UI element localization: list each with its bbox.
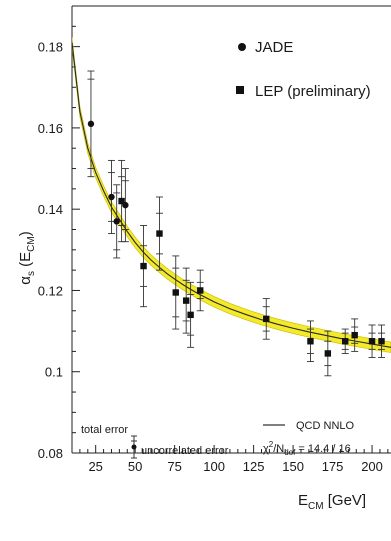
lep-marker — [368, 338, 376, 345]
x-tick-label: 100 — [203, 459, 225, 474]
lep-point — [324, 330, 332, 377]
lep-point — [306, 320, 314, 363]
x-tick-label: 75 — [167, 459, 181, 474]
y-axis-title-main: α — [17, 276, 34, 285]
lep-marker — [197, 287, 204, 294]
lep-marker — [182, 297, 190, 304]
legend-jade-marker — [238, 43, 246, 51]
lep-point — [341, 328, 349, 354]
jade-point — [107, 159, 115, 235]
uncorrelated-error-label: uncorrelated error — [141, 445, 229, 457]
data-points — [87, 70, 386, 377]
lep-point — [196, 269, 204, 312]
legend: JADE LEP (preliminary) — [236, 39, 371, 100]
lep-marker — [324, 350, 332, 357]
plot-frame — [71, 5, 391, 454]
jade-marker — [108, 193, 115, 201]
fit-band — [72, 37, 391, 353]
lep-marker — [140, 262, 147, 270]
jade-marker — [113, 218, 120, 225]
x-tick-label: 175 — [322, 459, 344, 474]
total-error-label: total error — [81, 424, 128, 436]
y-tick-label: 0.1 — [45, 365, 63, 380]
fit-curve-line — [72, 42, 391, 348]
lep-point — [172, 255, 180, 330]
x-axis-title-unit: [GeV] — [324, 492, 367, 509]
y-tick-label: 0.16 — [38, 121, 63, 136]
x-axis-title-main: E — [298, 492, 308, 509]
lep-marker — [351, 331, 358, 339]
lep-marker — [187, 311, 194, 319]
axis-ticks: 25 50 75 100 125 150 175 200 0.08 0.1 0.12 0.14 0.16… — [38, 25, 389, 474]
error-legend: total error uncorrelated error — [81, 424, 229, 459]
fit-legend: QCD NNLO χ2/Ndof = 14.4 / 16 — [263, 420, 355, 457]
x-tick-label: 200 — [361, 459, 383, 474]
legend-jade-label: JADE — [255, 39, 293, 56]
chi2-chi: χ — [263, 443, 269, 455]
lep-point — [262, 298, 270, 340]
x-axis-title-sub: CM — [308, 501, 324, 512]
chi2-dof: dof — [284, 448, 296, 457]
y-axis-title-paren-close: ) — [17, 231, 34, 236]
chi2-value: = 14.4 / 16 — [295, 443, 350, 455]
jade-point — [87, 70, 95, 178]
lep-point — [140, 224, 148, 308]
legend-lep-label: LEP (preliminary) — [255, 83, 371, 100]
lep-point — [351, 318, 359, 352]
lep-marker — [307, 338, 314, 345]
error-legend-marker — [131, 444, 137, 450]
y-axis-title-sub1: s — [26, 271, 37, 276]
y-axis-title-sub2: CM — [26, 236, 37, 252]
x-tick-label: 25 — [88, 459, 102, 474]
y-tick-label: 0.12 — [38, 283, 63, 298]
lep-point — [187, 281, 195, 348]
y-axis-title: αs (ECM) — [17, 231, 37, 284]
fit-legend-label: QCD NNLO — [296, 420, 355, 432]
x-tick-label: 150 — [282, 459, 304, 474]
lep-point — [378, 324, 386, 358]
lep-point — [118, 159, 126, 243]
lep-marker — [342, 338, 349, 345]
y-tick-label: 0.18 — [38, 40, 63, 55]
lep-point — [155, 196, 163, 271]
legend-lep-marker — [236, 86, 244, 94]
chi2-sup: 2 — [269, 440, 274, 449]
lep-marker — [378, 338, 385, 345]
x-tick-label: 50 — [128, 459, 142, 474]
lep-point — [182, 267, 190, 334]
jade-point — [113, 184, 121, 259]
chi2-slash: /N — [273, 443, 284, 455]
lep-point — [368, 324, 376, 358]
y-axis-title-paren-open: (E — [17, 252, 34, 271]
chi2-label: χ2/Ndof = 14.4 / 16 — [263, 440, 351, 457]
lep-marker — [172, 289, 179, 296]
y-tick-label: 0.14 — [38, 202, 63, 217]
lep-marker — [156, 230, 163, 237]
fit-uncertainty-band — [72, 37, 391, 353]
x-tick-label: 125 — [243, 459, 265, 474]
lep-marker — [118, 197, 125, 205]
x-axis-title: ECM [GeV] — [298, 492, 366, 512]
lep-marker — [263, 315, 270, 323]
y-tick-label: 0.08 — [38, 446, 63, 461]
jade-marker — [87, 120, 95, 128]
